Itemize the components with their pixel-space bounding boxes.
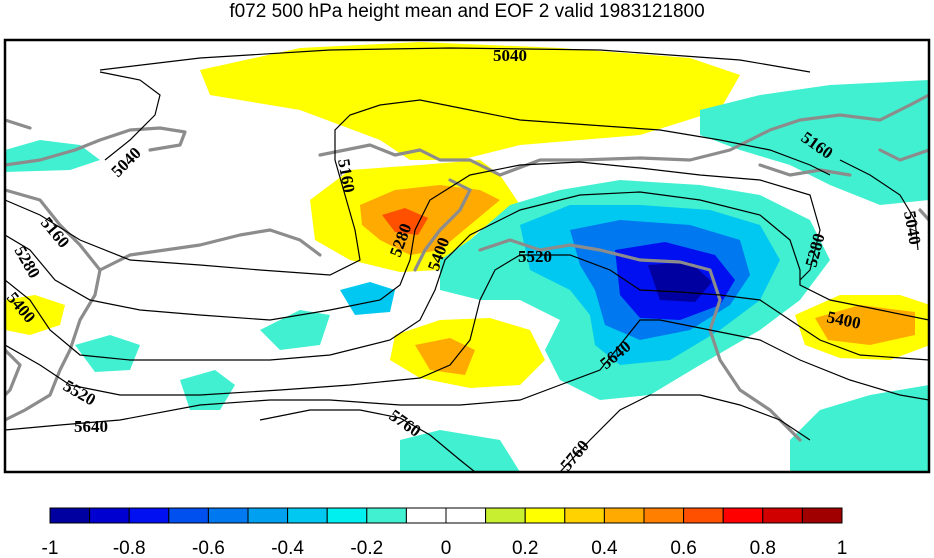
negative-anomaly-mid [260, 310, 330, 350]
negative-anomaly-northeast [700, 80, 929, 205]
positive-anomaly-east-orange [815, 305, 915, 345]
colorbar-swatch [683, 507, 724, 524]
contour-label: 5640 [74, 417, 108, 436]
colorbar-tick-label: 0.4 [591, 538, 618, 558]
colorbar-tick-label: -0.8 [113, 538, 146, 558]
colorbar-tick-label: -0.6 [192, 538, 225, 558]
coastlines [5, 93, 929, 442]
positive-anomaly-west [5, 295, 65, 335]
colorbar-tick-label: -0.2 [350, 538, 383, 558]
contour-5280 [5, 161, 821, 321]
colorbar-swatch [366, 507, 407, 524]
map-plot-area: 5040 5040 5160 5160 5160 5280 5280 5280 … [5, 40, 929, 472]
colorbar-tick-label: 1 [837, 538, 848, 558]
colorbar-swatch [49, 507, 91, 524]
colorbar-tick-label: 0.6 [670, 538, 696, 558]
colorbar-tick-label: 0.2 [512, 538, 538, 558]
colorbar-swatch [247, 507, 289, 524]
negative-anomaly-southeast [790, 385, 929, 472]
contour-5040-west [99, 71, 161, 161]
negative-anomaly-south-strip [400, 430, 520, 472]
contour-5160 [5, 99, 831, 276]
map-frame [3, 38, 931, 474]
colorbar-swatch [287, 507, 328, 524]
colorbar-swatch [524, 507, 566, 524]
colorbar-swatch [445, 507, 487, 524]
colorbar-swatch [89, 507, 130, 524]
negative-anomaly-southwest-1 [75, 335, 140, 372]
contour-5040 [99, 47, 811, 73]
colorbar-swatch [485, 507, 526, 524]
contour-label: 5040 [493, 46, 527, 65]
contour-label: 5520 [518, 247, 552, 266]
colorbar-tick-label: -1 [42, 538, 59, 558]
contour-5760 [259, 409, 476, 472]
colorbar [49, 507, 843, 524]
height-contours [5, 47, 929, 472]
positive-anomaly-north [200, 42, 740, 160]
contour-5040-east [839, 159, 919, 251]
colorbar-swatch [643, 507, 685, 524]
colorbar-swatch [326, 507, 368, 524]
colorbar-swatch [603, 507, 645, 524]
eof-shading [5, 42, 929, 472]
colorbar-swatch [762, 507, 803, 524]
positive-anomaly-south-orange [415, 338, 475, 375]
negative-anomaly-mid-blue [340, 282, 395, 315]
colorbar-swatch [405, 507, 447, 524]
colorbar-tick-label: 0.8 [750, 538, 776, 558]
colorbar-swatch [564, 507, 605, 524]
colorbar-tick-labels: -1 -0.8 -0.6 -0.4 -0.2 0 0.2 0.4 0.6 0.8 1 [42, 538, 848, 558]
colorbar-swatch [207, 507, 249, 524]
colorbar-swatch [722, 507, 764, 524]
colorbar-tick-label: -0.4 [271, 538, 304, 558]
negative-anomaly-core [648, 262, 712, 302]
colorbar-swatch [168, 507, 209, 524]
colorbar-tick-label: 0 [441, 538, 452, 558]
colorbar-swatch [128, 507, 170, 524]
contour-5400 [5, 191, 929, 361]
contour-5640 [5, 319, 929, 431]
contour-5520 [5, 254, 929, 396]
chart-title: f072 500 hPa height mean and EOF 2 valid… [229, 1, 705, 22]
colorbar-swatch [801, 507, 843, 524]
negative-anomaly-southwest-2 [180, 370, 235, 410]
contour-5760-east [559, 394, 811, 472]
